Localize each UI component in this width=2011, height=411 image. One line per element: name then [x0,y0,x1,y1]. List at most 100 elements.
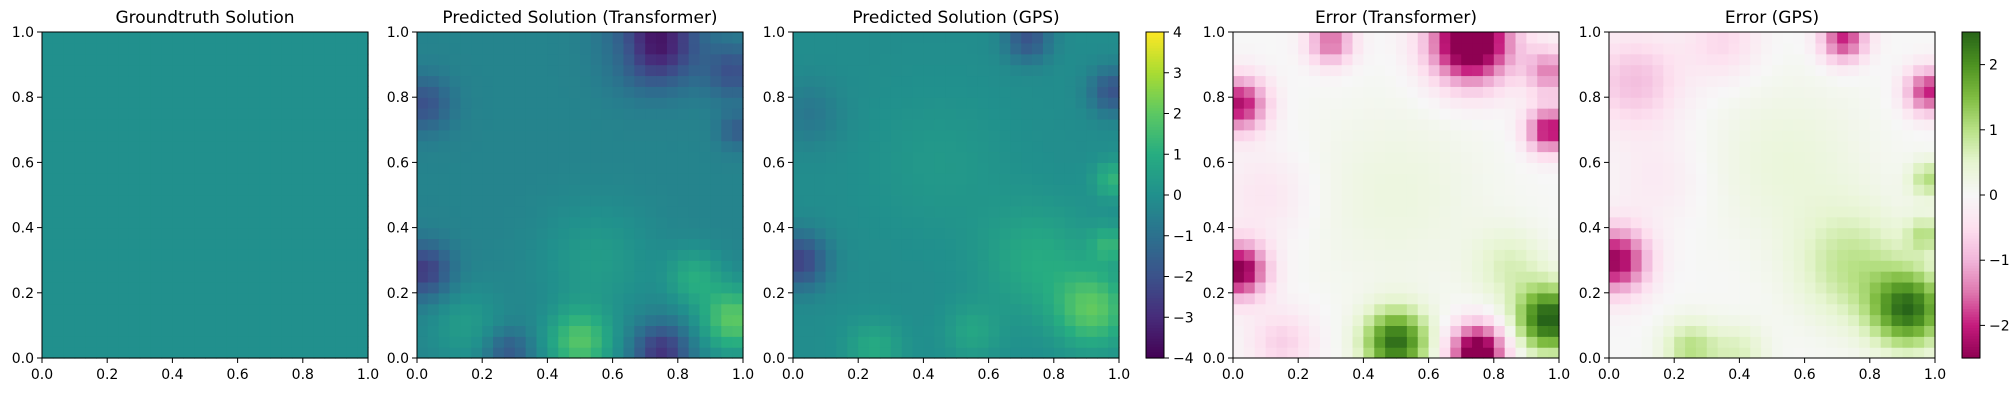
heatmap-cell [1086,195,1098,207]
heatmap-cell [1482,238,1495,250]
heatmap-cell [335,271,347,283]
heatmap-cell [1276,97,1288,109]
heatmap-cell [836,336,848,348]
heatmap-cell [128,238,141,250]
heatmap-cell [847,32,859,44]
heatmap-cell [1515,64,1527,77]
heatmap-cell [1298,32,1310,44]
heatmap-cell [901,347,914,359]
heatmap-cell [514,173,527,185]
heatmap-cell [1417,162,1430,174]
heatmap-cell [1341,227,1354,240]
heatmap-cell [205,75,217,87]
heatmap-cell [945,75,957,87]
heatmap-cell [128,140,141,153]
heatmap-cell [825,336,838,348]
heatmap-cell [1537,216,1549,229]
heatmap-cell [912,303,924,316]
heatmap-cell [357,97,369,109]
heatmap-cell [934,173,946,185]
colorbar-segment [1146,303,1164,307]
heatmap-cell [1609,140,1621,153]
heatmap-cell [1385,97,1397,109]
heatmap-cell [107,303,119,316]
heatmap-cell [1515,184,1527,196]
heatmap-cell [1685,260,1697,272]
heatmap-cell [1913,53,1925,66]
heatmap-cell [890,216,903,229]
heatmap-cell [1439,151,1451,163]
heatmap-cell [634,42,646,55]
heatmap-cell [139,86,152,98]
heatmap-cell [825,75,838,87]
heatmap-cell [74,227,87,240]
heatmap-cell [814,281,827,294]
heatmap-cell [1243,195,1256,207]
heatmap-cell [139,347,152,359]
heatmap-cell [194,97,206,109]
colorbar-segment [1962,292,1980,297]
heatmap-cell [721,42,733,55]
heatmap-cell [1097,205,1109,218]
heatmap-cell [96,86,108,98]
heatmap-cell [1641,205,1654,218]
heatmap-cell [1287,260,1299,272]
heatmap-cell [525,314,538,326]
heatmap-cell [836,205,848,218]
heatmap-cell [956,325,968,337]
heatmap-cell [85,75,97,87]
heatmap-cell [1641,32,1654,44]
heatmap-cell [547,162,559,174]
heatmap-cell [536,292,548,305]
heatmap-cell [1450,108,1462,120]
heatmap-cell [150,292,163,305]
heatmap-cell [934,281,946,294]
heatmap-cell [259,347,271,359]
heatmap-cell [966,314,979,326]
heatmap-cell [1330,292,1343,305]
heatmap-cell [1385,238,1397,250]
heatmap-cell [732,32,744,44]
heatmap-cell [1504,347,1517,359]
heatmap-cell [194,325,206,337]
heatmap-cell [1450,129,1462,142]
heatmap-cell [1374,129,1386,142]
heatmap-cell [248,151,260,163]
heatmap-cell [580,53,592,66]
heatmap-cell [52,42,65,55]
colorbar-segment [1962,129,1980,134]
heatmap-cell [1341,325,1354,337]
heatmap-cell [1021,86,1033,98]
heatmap-cell [1309,162,1321,174]
heatmap-cell [945,97,957,109]
heatmap-cell [172,151,184,163]
heatmap-cell [825,173,838,185]
heatmap-cell [52,118,65,131]
heatmap-cell [1793,325,1806,337]
heatmap-cell [1858,86,1871,98]
heatmap-cell [449,238,462,250]
heatmap-cell [1706,347,1719,359]
colorbar-segment [1962,238,1980,242]
heatmap-cell [1641,42,1654,55]
heatmap-cell [525,325,538,337]
heatmap-cell [1428,151,1441,163]
heatmap-cell [1032,184,1044,196]
heatmap-cell [977,325,990,337]
heatmap-cell [139,162,152,174]
x-tick-label: 0.0 [1222,367,1244,383]
heatmap-cell [1717,238,1730,250]
heatmap-cell [1406,162,1419,174]
heatmap-cell [1728,227,1740,240]
heatmap-cell [1685,216,1697,229]
heatmap-cell [63,86,76,98]
heatmap-cell [1309,64,1321,77]
heatmap-cell [1815,238,1827,250]
heatmap-cell [357,64,369,77]
heatmap-cell [503,347,516,359]
heatmap-cell [710,292,722,305]
heatmap-cell [1641,97,1654,109]
heatmap-cell [966,53,979,66]
heatmap-cell [1298,97,1310,109]
heatmap-cell [215,64,228,77]
